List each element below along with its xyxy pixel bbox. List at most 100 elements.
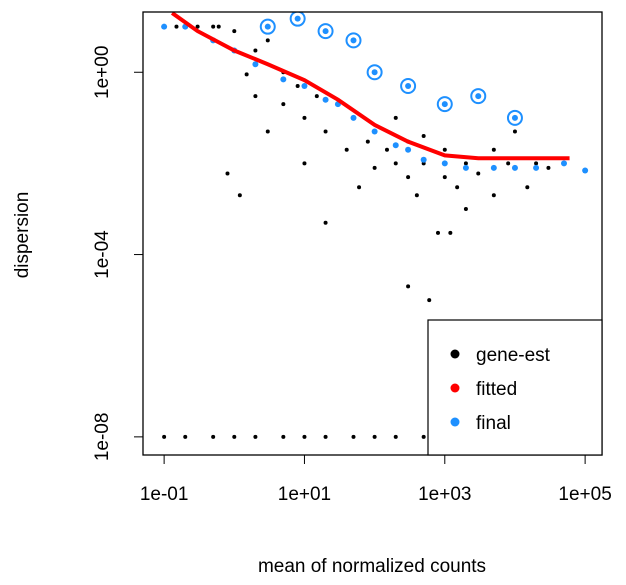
point — [560, 160, 567, 167]
point — [344, 147, 349, 152]
point — [302, 161, 307, 166]
point — [463, 206, 468, 211]
x-tick-label: 1e+05 — [558, 484, 611, 505]
point — [372, 165, 377, 170]
outlier-ring — [436, 96, 453, 113]
legend-symbol — [450, 383, 460, 393]
point — [265, 129, 270, 134]
point — [393, 434, 398, 439]
point — [414, 193, 419, 198]
point — [372, 434, 377, 439]
point — [294, 15, 301, 22]
point — [406, 284, 411, 289]
point — [225, 171, 230, 176]
point — [406, 175, 411, 180]
outlier-ring — [259, 18, 276, 35]
y-tick-label: 1e-08 — [92, 413, 113, 462]
point — [365, 139, 370, 144]
outlier-ring — [289, 12, 306, 27]
point — [264, 23, 271, 30]
outlier-ring — [506, 109, 523, 126]
point — [405, 82, 412, 89]
point — [462, 164, 469, 171]
point — [252, 61, 259, 68]
point — [253, 434, 258, 439]
point — [533, 164, 540, 171]
point — [322, 96, 329, 103]
outlier-ring — [345, 32, 362, 49]
point — [393, 115, 398, 120]
point — [421, 133, 426, 138]
point — [351, 434, 356, 439]
point — [441, 160, 448, 167]
outlier-ring — [366, 64, 383, 81]
point — [322, 28, 329, 35]
point — [302, 115, 307, 120]
point — [232, 29, 237, 34]
point — [216, 24, 221, 29]
point — [350, 37, 357, 44]
point — [525, 185, 530, 190]
point — [455, 185, 460, 190]
point — [314, 94, 319, 99]
point — [435, 230, 440, 235]
point — [323, 220, 328, 225]
point — [371, 128, 378, 135]
point — [253, 48, 258, 53]
point — [161, 23, 168, 30]
point — [475, 93, 482, 100]
point — [512, 129, 517, 134]
point — [463, 161, 468, 166]
point — [384, 147, 389, 152]
legend-label: fitted — [476, 379, 517, 400]
point — [253, 94, 258, 99]
x-axis-label: mean of normalized counts — [258, 556, 486, 577]
point — [421, 434, 426, 439]
outlier-ring — [400, 77, 417, 94]
legend-symbol — [450, 349, 460, 359]
point — [174, 24, 179, 29]
point — [511, 114, 518, 121]
point — [301, 82, 308, 89]
point — [582, 167, 589, 174]
point — [546, 165, 551, 170]
point — [211, 434, 216, 439]
plot-area — [161, 12, 589, 439]
point — [420, 156, 427, 163]
point — [162, 434, 167, 439]
point — [281, 434, 286, 439]
point — [427, 298, 432, 303]
y-tick-label: 1e-04 — [92, 230, 113, 279]
point — [393, 161, 398, 166]
point — [281, 102, 286, 107]
point — [442, 147, 447, 152]
point — [280, 76, 287, 83]
x-tick-label: 1e-01 — [140, 484, 189, 505]
point — [490, 164, 497, 171]
point — [295, 83, 300, 88]
point — [371, 69, 378, 76]
point — [195, 24, 200, 29]
legend-label: final — [476, 413, 511, 434]
point — [506, 161, 511, 166]
y-axis-label: dispersion — [12, 192, 33, 279]
point — [405, 146, 412, 153]
outlier-ring — [317, 23, 334, 40]
point — [183, 434, 188, 439]
point — [211, 24, 216, 29]
point — [265, 38, 270, 43]
point — [534, 161, 539, 166]
y-tick-label: 1e+00 — [92, 46, 113, 99]
point — [448, 230, 453, 235]
point — [491, 193, 496, 198]
point — [476, 171, 481, 176]
point — [237, 193, 242, 198]
point — [232, 434, 237, 439]
point — [350, 114, 357, 121]
point — [244, 72, 249, 77]
point — [323, 434, 328, 439]
point — [441, 101, 448, 108]
point — [491, 147, 496, 152]
fitted-line — [170, 12, 570, 161]
